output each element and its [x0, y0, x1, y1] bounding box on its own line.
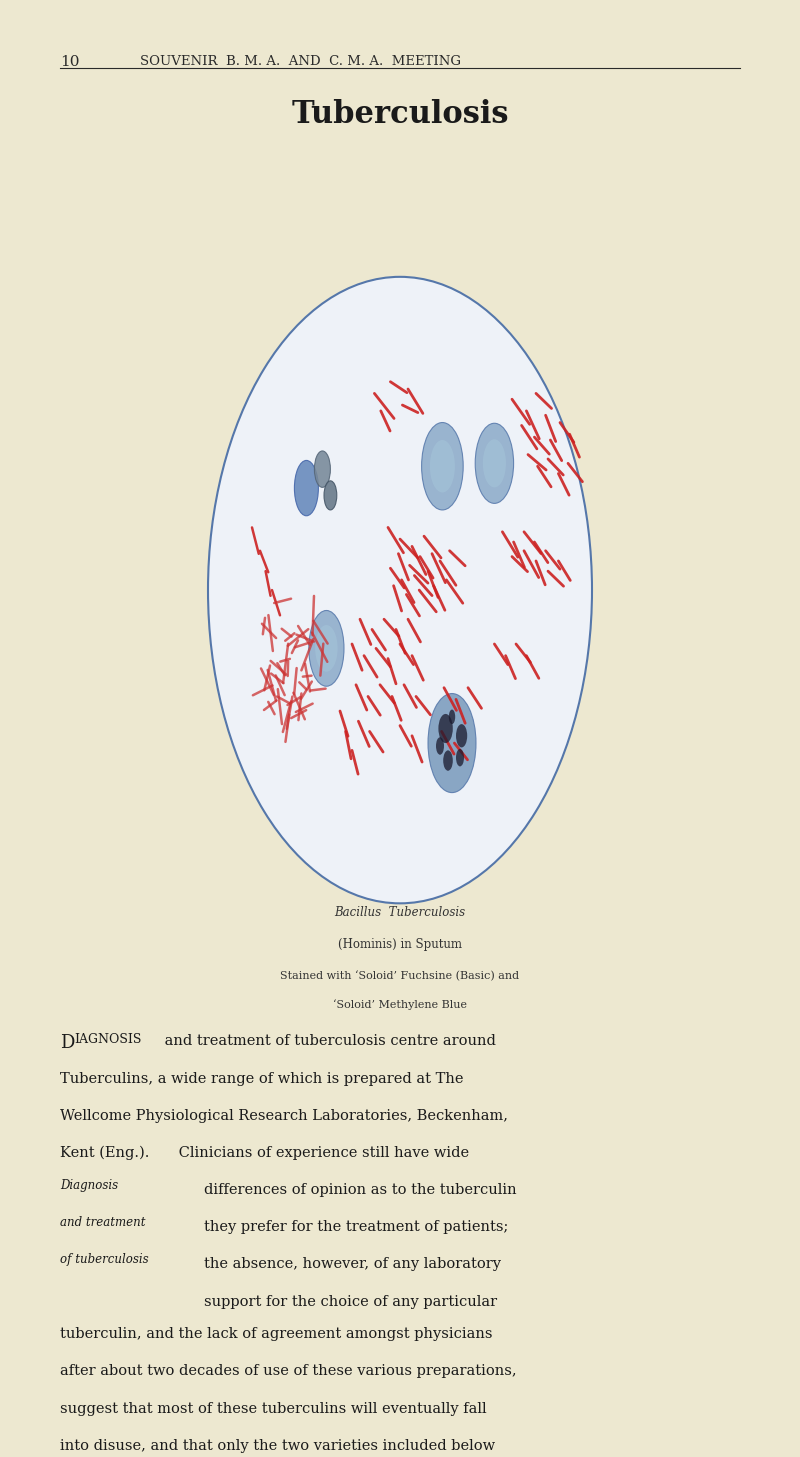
Ellipse shape	[438, 714, 453, 743]
Text: the absence, however, of any laboratory: the absence, however, of any laboratory	[204, 1257, 501, 1272]
Text: 10: 10	[60, 55, 79, 70]
Text: Diagnosis: Diagnosis	[60, 1179, 118, 1192]
Text: tuberculin, and the lack of agreement amongst physicians: tuberculin, and the lack of agreement am…	[60, 1327, 493, 1342]
Text: Wellcome Physiological Research Laboratories, Beckenham,: Wellcome Physiological Research Laborato…	[60, 1109, 508, 1123]
Ellipse shape	[456, 724, 467, 747]
Ellipse shape	[430, 440, 455, 492]
Text: (Hominis) in Sputum: (Hominis) in Sputum	[338, 938, 462, 951]
Text: Tuberculins, a wide range of which is prepared at The: Tuberculins, a wide range of which is pr…	[60, 1072, 463, 1085]
Text: support for the choice of any particular: support for the choice of any particular	[204, 1294, 497, 1308]
Ellipse shape	[456, 749, 464, 766]
Text: and treatment of tuberculosis centre around: and treatment of tuberculosis centre aro…	[160, 1034, 496, 1049]
Text: IAGNOSIS: IAGNOSIS	[74, 1033, 142, 1046]
Ellipse shape	[294, 460, 318, 516]
Text: Stained with ‘Soloid’ Fuchsine (Basic) and: Stained with ‘Soloid’ Fuchsine (Basic) a…	[281, 970, 519, 981]
Ellipse shape	[324, 481, 337, 510]
Text: into disuse, and that only the two varieties included below: into disuse, and that only the two varie…	[60, 1440, 495, 1453]
Ellipse shape	[314, 452, 330, 487]
Text: and treatment: and treatment	[60, 1215, 146, 1228]
Text: Bacillus  Tuberculosis: Bacillus Tuberculosis	[334, 906, 466, 919]
Text: SOUVENIR  B. M. A.  AND  C. M. A.  MEETING: SOUVENIR B. M. A. AND C. M. A. MEETING	[140, 55, 461, 68]
Text: suggest that most of these tuberculins will eventually fall: suggest that most of these tuberculins w…	[60, 1402, 486, 1416]
Ellipse shape	[443, 750, 453, 771]
Text: Tuberculosis: Tuberculosis	[291, 99, 509, 130]
Ellipse shape	[475, 423, 514, 503]
Ellipse shape	[483, 440, 506, 487]
Ellipse shape	[449, 710, 455, 724]
Ellipse shape	[208, 277, 592, 903]
Ellipse shape	[422, 423, 463, 510]
Text: after about two decades of use of these various preparations,: after about two decades of use of these …	[60, 1364, 517, 1378]
Text: they prefer for the treatment of patients;: they prefer for the treatment of patient…	[204, 1221, 508, 1234]
Ellipse shape	[315, 625, 338, 672]
Ellipse shape	[309, 610, 344, 686]
Text: differences of opinion as to the tuberculin: differences of opinion as to the tubercu…	[204, 1183, 517, 1198]
Text: D: D	[60, 1034, 74, 1052]
Ellipse shape	[428, 694, 476, 793]
Text: ‘Soloid’ Methylene Blue: ‘Soloid’ Methylene Blue	[333, 1000, 467, 1010]
Text: Kent (Eng.).  Clinicians of experience still have wide: Kent (Eng.). Clinicians of experience st…	[60, 1145, 469, 1160]
Ellipse shape	[436, 737, 444, 755]
Text: of tuberculosis: of tuberculosis	[60, 1253, 149, 1266]
